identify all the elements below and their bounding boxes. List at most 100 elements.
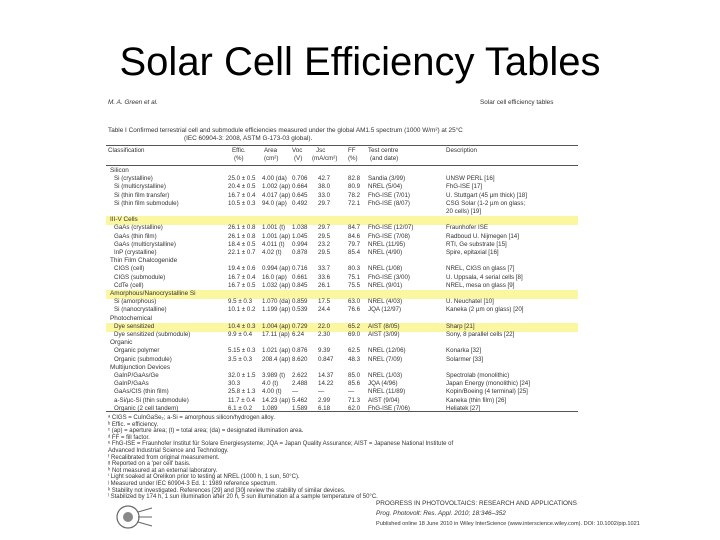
table-row: Si (nanocrystalline) 10.1 ± 0.2 1.199 (ap)… bbox=[106, 307, 578, 317]
unit-jsc: (mA/cm²) bbox=[312, 155, 338, 162]
table-row: CdTe (cell) 16.7 ± 0.5 1.032 (ap) 0.845 26.1… bbox=[106, 281, 578, 293]
cell-description: Kaneka (thin film) [26] bbox=[446, 396, 507, 404]
cell-voc: 5.462 bbox=[292, 396, 308, 404]
cell-efficiency: 9.5 ± 0.3 bbox=[228, 298, 253, 306]
cell-jsc: 33.0 bbox=[318, 191, 331, 199]
cell-test-centre: NREL (11/89) bbox=[368, 388, 406, 396]
cell-jsc: 14.22 bbox=[318, 380, 334, 388]
cell-test-centre: JQA (12/97) bbox=[368, 306, 402, 314]
table-row: 20 cells) [19] bbox=[106, 208, 578, 219]
cell-description: NREL, mesa on glass [9] bbox=[446, 281, 515, 289]
table-row: GaAs (crystalline) 26.1 ± 0.8 1.001 (t) 1.0… bbox=[106, 225, 578, 235]
cell-efficiency: 16.7 ± 0.4 bbox=[228, 191, 256, 199]
cell-ff: 48.3 bbox=[348, 355, 361, 363]
cell-description: FhG-ISE [17] bbox=[446, 183, 483, 191]
cell-classification: Si (thin film transfer) bbox=[114, 191, 170, 199]
cell-efficiency: 25.8 ± 1.3 bbox=[228, 388, 256, 396]
cell-voc: 1.038 bbox=[292, 224, 308, 232]
cell-test-centre: NREL (12/06) bbox=[368, 347, 406, 355]
cell-efficiency: 26.1 ± 0.8 bbox=[228, 224, 256, 232]
cell-jsc: 23.2 bbox=[318, 240, 331, 248]
cell-jsc: 17.5 bbox=[318, 298, 331, 306]
cell-efficiency: 10.1 ± 0.2 bbox=[228, 306, 256, 314]
footnote: ᵃ CIGS = CuInGaSe₂; a-Si = amorphous sil… bbox=[108, 415, 275, 421]
cell-voc: 8.620 bbox=[292, 355, 308, 363]
cell-area: 16.0 (ap) bbox=[262, 273, 287, 281]
cell-efficiency: 18.4 ± 0.5 bbox=[228, 240, 256, 248]
cell-voc: 0.876 bbox=[292, 347, 308, 355]
cell-voc: 1.589 bbox=[292, 404, 308, 412]
cell-ff: 80.9 bbox=[348, 183, 361, 191]
cell-test-centre: FhG-ISE (7/08) bbox=[368, 232, 410, 240]
cell-efficiency: 11.7 ± 0.4 bbox=[228, 396, 256, 404]
cell-classification: GaAs (thin film) bbox=[114, 232, 157, 240]
cell-ff: 80.3 bbox=[348, 265, 361, 273]
cell-ff: 62.0 bbox=[348, 404, 361, 412]
cell-test-centre: FhG-ISE (8/07) bbox=[368, 199, 410, 207]
cell-ff: 76.6 bbox=[348, 306, 361, 314]
section-heading-photochem: Photochemical bbox=[110, 314, 152, 322]
journal-logo-icon bbox=[116, 505, 153, 529]
cell-classification: Si (crystalline) bbox=[114, 175, 153, 183]
cell-test-centre: NREL (9/01) bbox=[368, 281, 403, 289]
section-heading-thin: Thin Film Chalcogenide bbox=[110, 257, 178, 265]
cell-voc: 0.994 bbox=[292, 240, 308, 248]
cell-jsc: 29.7 bbox=[318, 224, 331, 232]
table-units-row: (%) (cm²) (V) (mA/cm²) (%) (and date) bbox=[106, 155, 578, 166]
cell-ff: 65.2 bbox=[348, 322, 361, 330]
cell-ff: 82.8 bbox=[348, 175, 361, 183]
table-row: a-Si/µc-Si (thin submodule) 11.7 ± 0.4 14.… bbox=[106, 396, 578, 408]
cell-voc: 0.664 bbox=[292, 183, 308, 191]
cell-voc: 6.24 bbox=[292, 331, 305, 338]
table-row: Si (thin film transfer) 16.7 ± 0.4 4.017 (… bbox=[106, 191, 578, 203]
table-bottom-rule bbox=[106, 411, 578, 412]
table-caption: Table I Confirmed terrestrial cell and s… bbox=[108, 127, 463, 134]
table-row: GaInP/GaAs/Ge 32.0 ± 1.5 3.989 (t) 2.622 14.… bbox=[106, 372, 578, 383]
cell-ff: 84.7 bbox=[348, 224, 361, 232]
cell-test-centre: FhG-ISE (12/07) bbox=[368, 224, 414, 232]
cell-jsc: — bbox=[318, 388, 325, 396]
section-heading-multi: Multijunction Devices bbox=[110, 363, 171, 371]
cell-test-centre: AIST (3/09) bbox=[368, 331, 400, 338]
cell-ff: 85.0 bbox=[348, 372, 361, 379]
cell-area: 4.00 (da) bbox=[262, 175, 287, 183]
cell-voc: 0.492 bbox=[292, 199, 308, 207]
highlight-band bbox=[106, 216, 578, 226]
cell-classification: GaInP/GaAs/Ge bbox=[114, 372, 159, 379]
cell-jsc: 29.7 bbox=[318, 199, 331, 207]
cell-test-centre: NREL (1/08) bbox=[368, 265, 403, 273]
cell-test-centre: NREL (4/90) bbox=[368, 249, 403, 256]
cell-jsc: 29.5 bbox=[318, 232, 331, 240]
paper-excerpt: M. A. Green et al. Solar cell efficiency… bbox=[106, 98, 640, 538]
col-classification: Classification bbox=[108, 147, 145, 154]
cell-efficiency: 5.15 ± 0.3 bbox=[228, 347, 256, 355]
cell-ff: 71.3 bbox=[348, 396, 361, 404]
cell-description: Radboud U. Nijmegen [14] bbox=[446, 232, 519, 240]
table-header-rule bbox=[106, 165, 578, 166]
cell-test-centre: NREL (7/09) bbox=[368, 355, 403, 363]
footnote: ʰ Not measured at an external laboratory… bbox=[108, 467, 218, 474]
paper-author-header: M. A. Green et al. bbox=[108, 99, 158, 106]
cell-voc: 0.706 bbox=[292, 175, 308, 183]
footnote: ᵉ FhG-ISE = Fraunhofer Institut für Sola… bbox=[108, 441, 454, 448]
cell-voc: 0.661 bbox=[292, 273, 308, 281]
cell-area: 4.011 (t) bbox=[262, 240, 285, 248]
table-row: CIGS (cell) 19.4 ± 0.6 0.994 (ap) 0.716 33.7… bbox=[106, 266, 578, 276]
unit-efficiency: (%) bbox=[234, 155, 244, 162]
cell-classification: a-Si/µc-Si (thin submodule) bbox=[114, 396, 189, 404]
table-row: GaInP/GaAs 30.3 4.0 (t) 2.488 14.22 85.6 JQA (… bbox=[106, 380, 578, 391]
col-jsc: Jsc bbox=[316, 147, 326, 154]
cell-test-centre: AIST (8/05) bbox=[368, 322, 400, 330]
cell-classification: CdTe (cell) bbox=[114, 281, 144, 289]
cell-area: 4.017 (ap) bbox=[262, 191, 291, 199]
cell-description: Sony, 8 parallel cells [22] bbox=[446, 331, 515, 338]
footnote: ˡ Stabilized by 174 h, 1 sun illuminatio… bbox=[108, 494, 378, 501]
table-row: CIGS (submodule) 16.7 ± 0.4 16.0 (ap) 0.661… bbox=[106, 273, 578, 285]
table-row: InP (crystalline) 22.1 ± 0.7 4.02 (t) 0.878… bbox=[106, 249, 578, 260]
cell-description: U. Uppsala, 4 serial cells [8] bbox=[446, 273, 523, 281]
footnote: ᵈ FF = fill factor. bbox=[108, 434, 150, 441]
cell-efficiency: 6.1 ± 0.2 bbox=[228, 404, 253, 412]
cell-description: NREL, CIGS on glass [7] bbox=[446, 265, 515, 273]
cell-test-centre: NREL (4/03) bbox=[368, 298, 403, 306]
footnote: ⁱ Light soaked at Orelikon prior to test… bbox=[108, 474, 300, 481]
